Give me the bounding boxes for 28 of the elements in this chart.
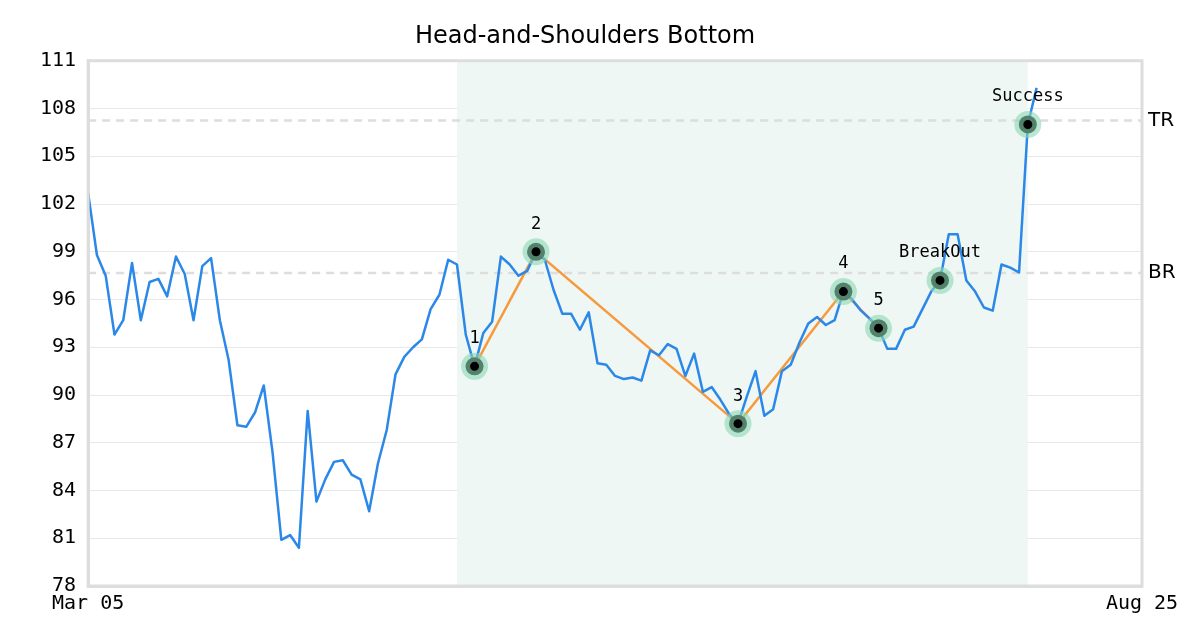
chart-title: Head-and-Shoulders Bottom	[414, 20, 756, 49]
annotation: 1	[469, 327, 480, 348]
y-tick-label: 93	[52, 333, 77, 358]
ref-line-label: TR	[1147, 106, 1175, 131]
annotation: 3	[732, 384, 744, 405]
x-tick-label: Aug 25	[1105, 590, 1179, 615]
annotation: 2	[530, 212, 542, 233]
point	[829, 278, 857, 306]
y-tick-label: 96	[52, 285, 77, 310]
y-tick-label: 99	[52, 237, 77, 262]
y-tick-label: 87	[52, 428, 77, 453]
point	[1014, 110, 1042, 138]
y-tick-label: 81	[52, 524, 77, 549]
point	[724, 410, 752, 438]
point	[522, 238, 550, 266]
y-tick-label: 111	[40, 47, 77, 71]
y-tick-label: 84	[52, 476, 77, 501]
y-tick-label: 102	[40, 190, 77, 215]
point	[926, 266, 954, 294]
point	[461, 352, 489, 380]
point	[865, 314, 893, 342]
annotation: 4	[838, 252, 849, 273]
y-tick-label: 90	[52, 381, 77, 406]
x-tick-label: Mar 05	[52, 590, 125, 615]
ref-line-label: BR	[1148, 259, 1176, 284]
y-tick-label: 108	[40, 94, 77, 119]
y-tick-label: 105	[40, 142, 77, 167]
annotation: 5	[873, 289, 884, 310]
